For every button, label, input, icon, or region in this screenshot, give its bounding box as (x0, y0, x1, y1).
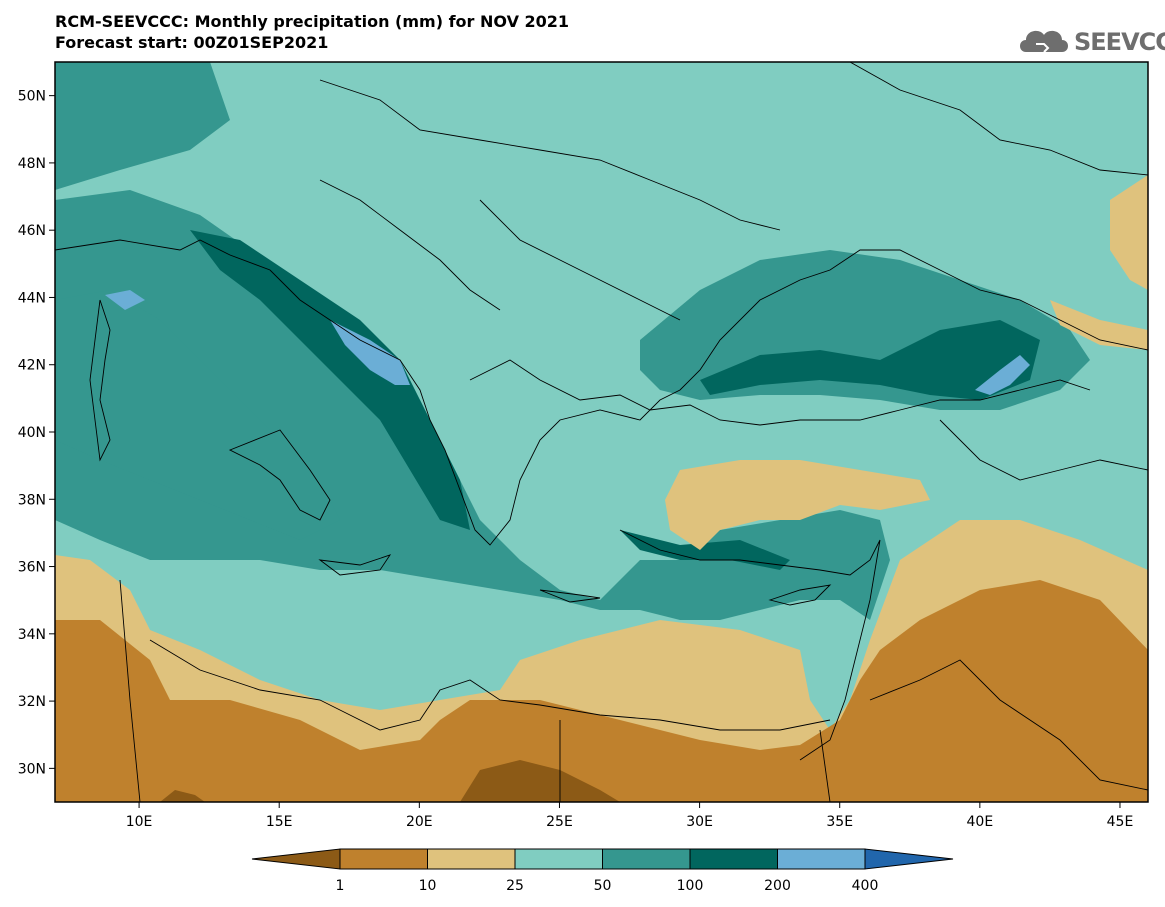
lat-tick-label: 42N (18, 358, 46, 374)
colorbar-label: 400 (852, 878, 879, 894)
precip-band-1-10-south (55, 580, 1148, 802)
precip-band-200-400-black-sea (975, 355, 1030, 395)
colorbar-box (339, 848, 428, 870)
precip-band-10-25-caucasus (1110, 175, 1148, 290)
precip-band-below-1-west (160, 790, 205, 802)
lon-tick-label: 20E (406, 814, 433, 830)
precip-band-100-200-turkey-coast (620, 530, 790, 570)
lat-tick-label: 32N (18, 694, 46, 710)
lat-tick-label: 30N (18, 761, 46, 777)
lat-tick-label: 46N (18, 223, 46, 239)
colorbar-label: 50 (594, 878, 612, 894)
colorbar-over-triangle (864, 848, 954, 870)
precip-band-50-100-tyrrhenian (55, 290, 340, 540)
lon-tick-label: 40E (967, 814, 994, 830)
lat-tick-label: 40N (18, 425, 46, 441)
title-line-2: Forecast start: 00Z01SEP2021 (55, 33, 329, 52)
logo-text: SEEVCCC (1074, 28, 1165, 56)
lat-tick-label: 36N (18, 560, 46, 576)
lon-tick-label: 45E (1107, 814, 1134, 830)
precip-band-10-25-anatolia (665, 460, 930, 550)
lon-tick-label: 25E (546, 814, 573, 830)
colorbar-box (602, 848, 691, 870)
map-title: RCM-SEEVCCC: Monthly precipitation (mm) … (55, 11, 569, 53)
colorbar-label: 10 (419, 878, 437, 894)
lon-tick-label: 10E (126, 814, 153, 830)
colorbar-label: 100 (677, 878, 704, 894)
lat-tick-label: 38N (18, 492, 46, 508)
precip-band-100-200-adriatic (190, 230, 470, 530)
lat-tick-label: 34N (18, 627, 46, 643)
colorbar-box (427, 848, 516, 870)
precip-band-10-25-caspian (1050, 300, 1148, 350)
lat-tick-label: 44N (18, 290, 46, 306)
title-line-1: RCM-SEEVCCC: Monthly precipitation (mm) … (55, 12, 570, 31)
precip-band-below-1 (460, 760, 620, 802)
lon-tick-label: 15E (266, 814, 293, 830)
precip-band-200-400-adriatic (330, 320, 410, 385)
colorbar-box (689, 848, 778, 870)
colorbar-box (514, 848, 603, 870)
coastlines-and-borders (55, 62, 1148, 802)
cloud-logo-icon (1020, 30, 1068, 53)
latitude-axis: 50N 48N 46N 44N 42N 40N 38N 36N 34N 32N 30N (18, 89, 55, 777)
precip-band-50-100-alps (55, 62, 230, 190)
lat-tick-label: 50N (18, 89, 46, 105)
longitude-axis: 10E 15E 20E 25E 30E 35E 40E 45E (126, 802, 1134, 830)
colorbar-label: 25 (506, 878, 524, 894)
lon-tick-label: 35E (826, 814, 853, 830)
colorbar-label: 1 (336, 878, 345, 894)
colorbar-label: 200 (764, 878, 791, 894)
colorbar-under-triangle (251, 848, 341, 870)
lon-tick-label: 30E (686, 814, 713, 830)
precipitation-field (55, 62, 1148, 802)
colorbar: 1 10 25 50 100 200 400 (251, 848, 954, 894)
lat-tick-label: 48N (18, 156, 46, 172)
colorbar-box (777, 848, 866, 870)
seevccc-logo: SEEVCCC (1016, 22, 1165, 58)
precip-band-200-400-liguria (105, 290, 145, 310)
precip-band-100-200-black-sea (700, 320, 1040, 400)
